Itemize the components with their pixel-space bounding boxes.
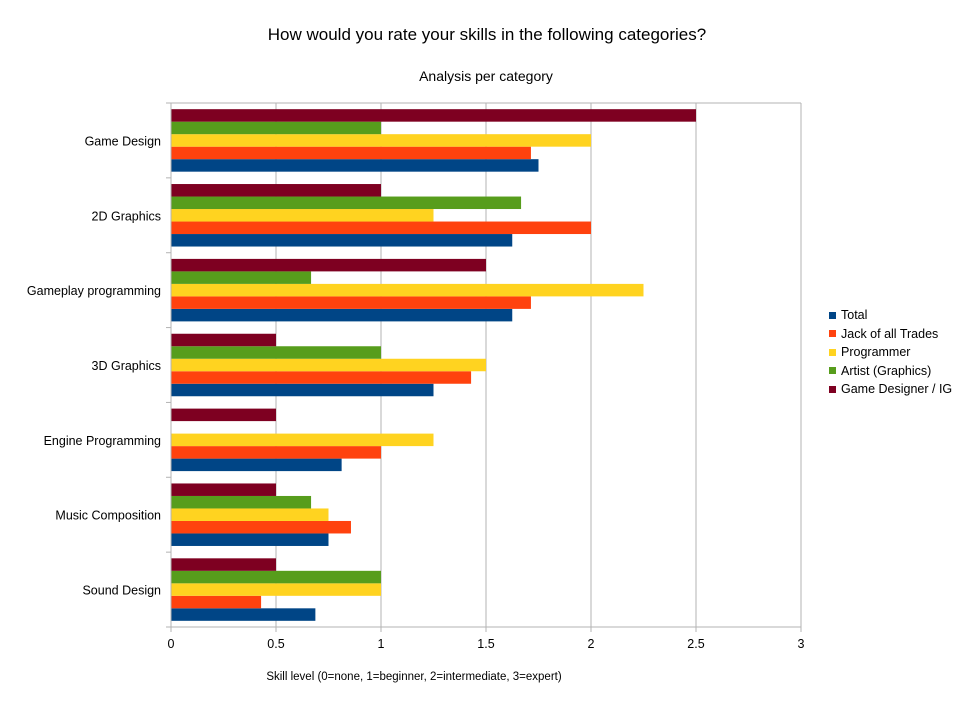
- legend-swatch: [829, 330, 836, 338]
- axes: [166, 102, 802, 632]
- bar: [171, 346, 381, 359]
- legend-item: Jack of all Trades: [829, 325, 952, 344]
- bar: [171, 109, 696, 122]
- x-tick-label: 0: [168, 637, 175, 651]
- y-tick-label: 3D Graphics: [92, 359, 161, 373]
- legend-swatch: [829, 385, 836, 393]
- legend-swatch: [829, 311, 836, 319]
- bar: [171, 433, 434, 447]
- axis-labels: 0 0.5 1 1.5 2 2.5 3 Game Design 2D Graphics Gamep…: [27, 134, 805, 683]
- legend-label: Jack of all Trades: [841, 326, 939, 341]
- bar: [171, 570, 381, 584]
- bar: [171, 508, 329, 521]
- legend-item: Programmer: [829, 343, 952, 362]
- legend-item: Total: [829, 306, 952, 325]
- x-tick-label: 3: [798, 637, 805, 651]
- bar: [171, 209, 434, 222]
- bar: [171, 458, 342, 472]
- y-tick-label: 2D Graphics: [92, 209, 161, 223]
- bar: [171, 383, 434, 397]
- y-tick-label: Game Design: [85, 134, 161, 148]
- bar: [171, 271, 312, 284]
- bar: [171, 333, 276, 347]
- x-axis-label: Skill level (0=none, 1=beginner, 2=inter…: [266, 671, 562, 683]
- bar: [171, 258, 486, 272]
- chart-title: How would you rate your skills in the fo…: [267, 25, 707, 44]
- bar: [171, 283, 644, 297]
- bar: [171, 446, 381, 459]
- bar: [171, 196, 522, 210]
- bar: [171, 134, 591, 147]
- legend: Total Jack of all Trades Programmer Artist …: [829, 306, 952, 399]
- bar: [171, 583, 381, 596]
- bar: [171, 495, 312, 509]
- x-tick-label: 2: [588, 637, 595, 651]
- y-tick-label: Music Composition: [55, 509, 161, 523]
- legend-item: Game Designer / IG: [829, 380, 952, 399]
- legend-swatch: [829, 367, 836, 375]
- bar: [171, 358, 486, 372]
- bar: [171, 146, 531, 160]
- bar: [171, 234, 513, 247]
- bar: [171, 533, 329, 546]
- bar: [171, 408, 276, 422]
- bar: [171, 558, 276, 571]
- x-tick-label: 0.5: [267, 637, 284, 651]
- legend-label: Game Designer / IG: [841, 382, 953, 397]
- y-tick-label: Engine Programming: [44, 434, 161, 448]
- bar: [171, 184, 381, 197]
- x-tick-label: 1.5: [477, 637, 494, 651]
- x-tick-label: 1: [378, 637, 385, 651]
- y-tick-label: Sound Design: [82, 584, 161, 598]
- bar: [171, 296, 531, 309]
- bar: [171, 159, 539, 172]
- x-tick-label: 2.5: [687, 637, 704, 651]
- bar: [171, 221, 591, 235]
- bar: [171, 308, 513, 322]
- legend-label: Programmer: [841, 345, 911, 360]
- bar: [171, 595, 262, 609]
- bar: [171, 371, 472, 384]
- bar: [171, 520, 351, 534]
- legend-label: Artist (Graphics): [841, 363, 932, 378]
- bar: [171, 483, 276, 496]
- legend-swatch: [829, 348, 836, 356]
- y-tick-label: Gameplay programming: [27, 284, 161, 298]
- legend-label: Total: [841, 308, 868, 323]
- legend-item: Artist (Graphics): [829, 362, 952, 381]
- chart-subtitle: Analysis per category: [419, 68, 553, 84]
- bars: [171, 109, 696, 621]
- bar: [171, 121, 381, 135]
- bar: [171, 608, 316, 621]
